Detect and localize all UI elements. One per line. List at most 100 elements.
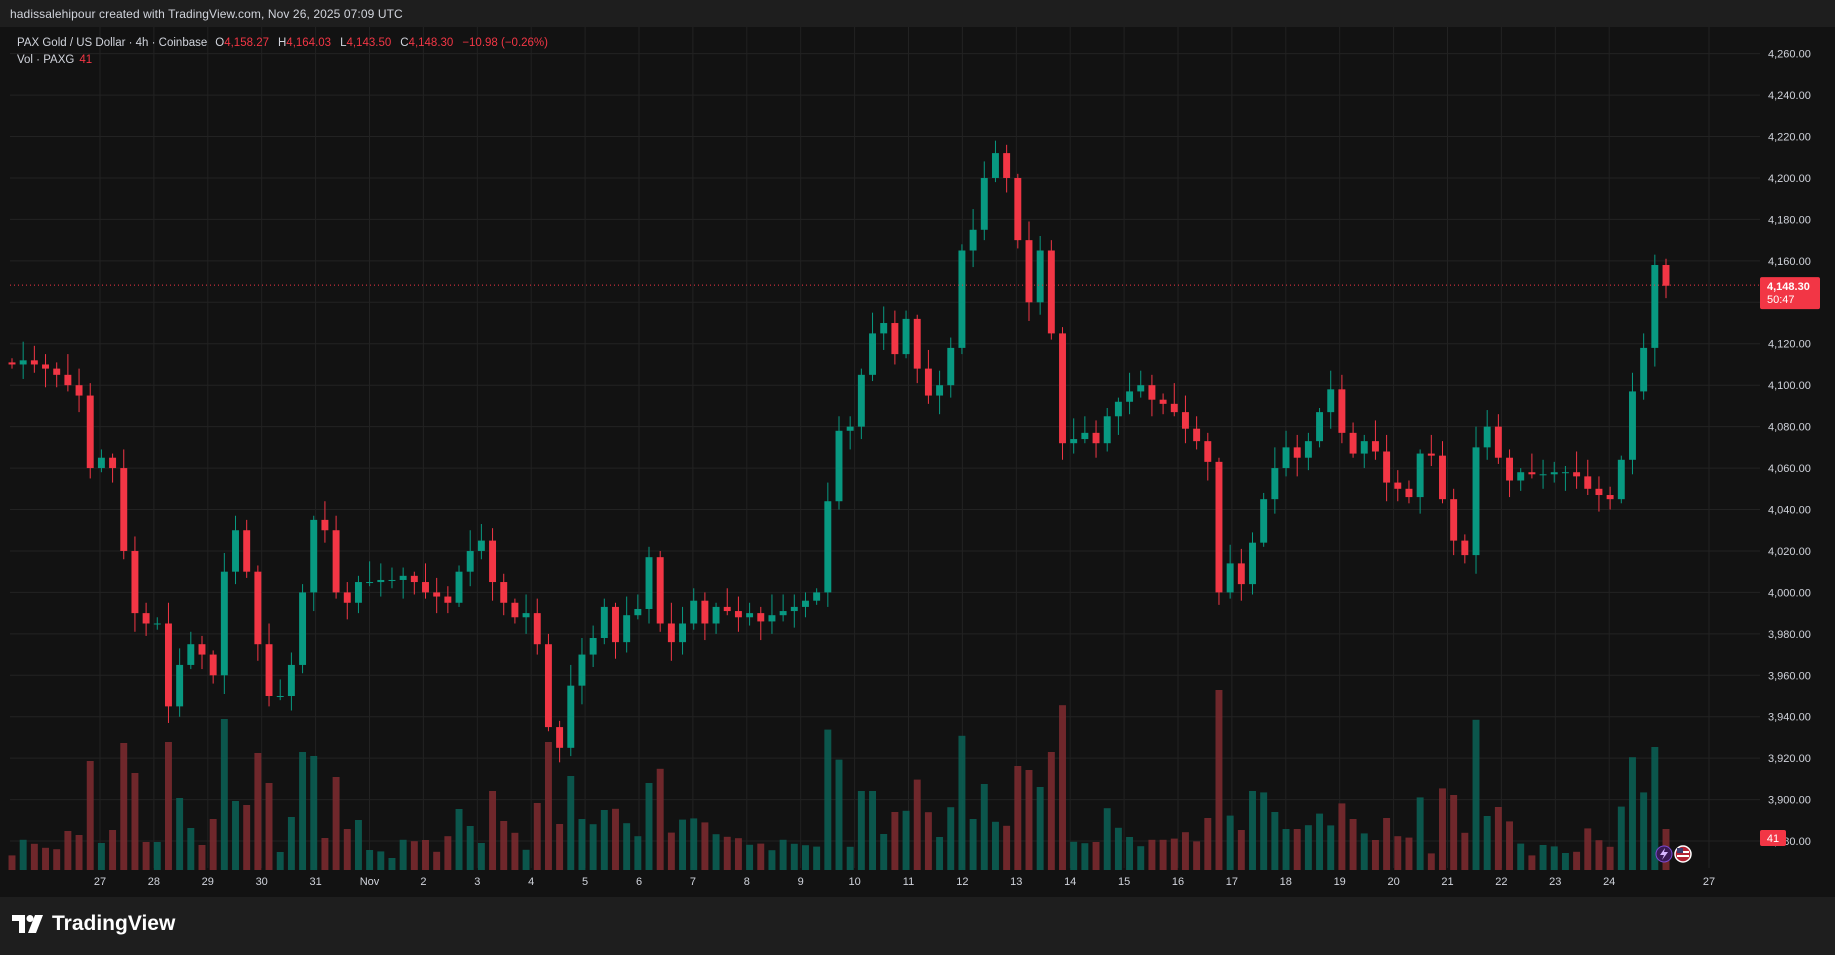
candle-body <box>522 613 530 618</box>
volume-bar <box>366 850 374 870</box>
volume-bar <box>1416 797 1424 870</box>
time-tick-label: 23 <box>1549 876 1561 888</box>
candle-body <box>1215 461 1223 593</box>
lightning-icon[interactable] <box>1655 845 1673 863</box>
volume-bar <box>1181 832 1189 870</box>
candle-body <box>869 333 876 375</box>
us-flag-icon[interactable] <box>1674 845 1692 863</box>
time-tick-label: 3 <box>474 876 480 888</box>
candle-body <box>969 229 977 251</box>
candle-body <box>1081 432 1089 440</box>
symbol-label[interactable]: PAX Gold / US Dollar · 4h · Coinbase <box>17 37 208 49</box>
candle-body <box>1416 453 1424 498</box>
volume-bar <box>8 855 16 870</box>
time-tick-label: 2 <box>420 876 426 888</box>
time-tick-label: 27 <box>1703 876 1715 888</box>
volume-bar <box>1349 819 1357 870</box>
price-tick-label: 4,080.00 <box>1768 422 1811 434</box>
candle-body <box>835 430 843 502</box>
price-tick-label: 4,240.00 <box>1768 90 1811 102</box>
candle-body <box>712 606 720 624</box>
candle-body <box>857 374 865 427</box>
price-chart[interactable]: 3,880.003,900.003,920.003,940.003,960.00… <box>0 0 1835 897</box>
candle-body <box>757 613 765 622</box>
candle-body <box>187 644 195 665</box>
volume-bar <box>1584 828 1592 870</box>
candle-body <box>779 611 787 616</box>
volume-bar <box>1025 770 1033 870</box>
candle-body <box>589 637 597 655</box>
price-tick-label: 4,120.00 <box>1768 339 1811 351</box>
candle-body <box>1237 563 1245 585</box>
volume-bar <box>1137 846 1145 870</box>
volume-bar <box>220 719 228 870</box>
volume-bar <box>600 810 608 870</box>
time-tick-label: 15 <box>1118 876 1130 888</box>
volume-bar <box>802 845 809 870</box>
volume-bar <box>276 852 284 870</box>
brand-name: TradingView <box>52 912 176 935</box>
candle-body <box>679 623 687 643</box>
volume-bar <box>1606 846 1614 870</box>
last-price-tag-countdown: 50:47 <box>1767 294 1795 306</box>
candle-body <box>612 606 619 643</box>
volume-bar <box>477 843 485 870</box>
volume-bar <box>1304 825 1312 870</box>
volume-bar <box>656 768 664 870</box>
volume-bar <box>466 826 474 870</box>
price-tick-label: 4,000.00 <box>1768 587 1811 599</box>
candle-body <box>500 582 508 603</box>
candle-body <box>1059 333 1066 444</box>
volume-bar <box>835 759 843 870</box>
candle-body <box>97 457 105 469</box>
tradingview-brand[interactable]: TradingView <box>12 912 175 936</box>
candle-body <box>667 623 675 643</box>
time-tick-label: 19 <box>1334 876 1346 888</box>
candle-body <box>1606 495 1614 500</box>
time-tick-label: 5 <box>582 876 588 888</box>
volume-bar <box>1550 846 1558 870</box>
time-tick-label: 14 <box>1064 876 1076 888</box>
candle-body <box>42 364 49 369</box>
candle-body <box>343 592 351 603</box>
candle-body <box>53 368 61 375</box>
candle-body <box>299 592 307 665</box>
candle-body <box>1338 389 1346 433</box>
candle-body <box>198 644 206 655</box>
candle-body <box>109 457 117 469</box>
volume-bar <box>1036 787 1044 870</box>
candle-body <box>1170 403 1178 413</box>
candle-body <box>232 530 239 572</box>
volume-bar <box>176 798 184 870</box>
candle-body <box>1450 499 1458 541</box>
volume-bar <box>164 742 172 870</box>
candle-body <box>1349 432 1357 454</box>
volume-label[interactable]: Vol · PAXG <box>17 54 75 66</box>
candle-body <box>422 582 429 593</box>
candle-body <box>410 575 418 583</box>
volume-tag-value: 41 <box>1767 833 1779 845</box>
candle-body <box>1293 447 1301 458</box>
volume-bar <box>433 851 441 870</box>
volume-bar <box>1405 837 1413 870</box>
volume-bar <box>947 807 955 870</box>
candle-body <box>1249 542 1256 585</box>
candle-body <box>321 519 329 531</box>
candle-body <box>243 530 251 572</box>
candle-body <box>19 360 27 365</box>
time-tick-label: 10 <box>848 876 860 888</box>
volume-bar <box>1383 818 1391 870</box>
candle-body <box>1036 250 1044 303</box>
price-tick-label: 3,900.00 <box>1768 795 1811 807</box>
volume-bar <box>1271 812 1279 870</box>
volume-bar <box>131 773 139 870</box>
volume-bar <box>913 779 921 870</box>
volume-bar <box>936 837 944 870</box>
volume-bar <box>1226 815 1234 870</box>
volume-bar <box>1528 855 1536 870</box>
volume-bar <box>1561 853 1569 870</box>
candle-body <box>433 592 441 597</box>
volume-bar <box>444 836 452 870</box>
volume-bar <box>19 839 27 870</box>
candle-body <box>377 579 385 583</box>
